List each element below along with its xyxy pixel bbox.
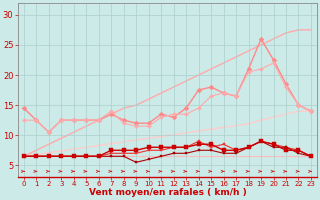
X-axis label: Vent moyen/en rafales ( km/h ): Vent moyen/en rafales ( km/h ) [89, 188, 246, 197]
